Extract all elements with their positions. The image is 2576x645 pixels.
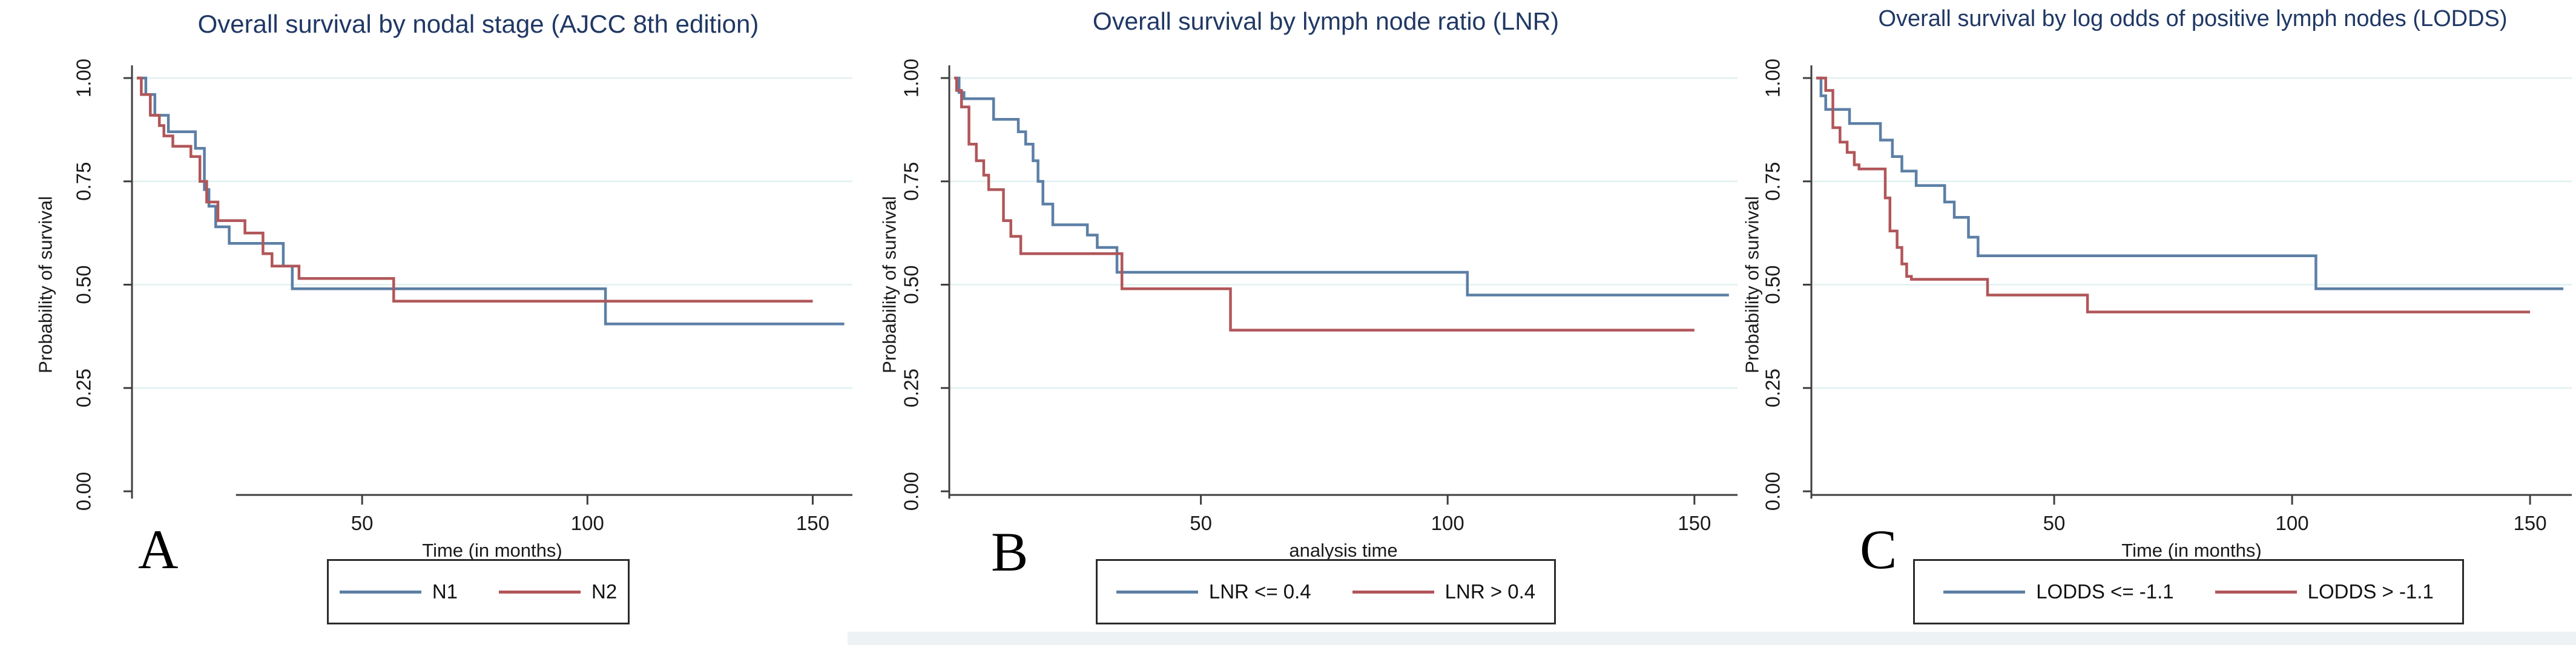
panel-b-letter: B [991,521,1029,583]
panel-c: Overall survival by log odds of positive… [1744,0,2576,645]
svg-text:0.50: 0.50 [900,265,923,304]
panel-c-title: Overall survival by log odds of positive… [1878,6,2508,31]
svg-text:1.00: 1.00 [1762,59,1784,97]
legend-line-red [2215,590,2297,594]
legend-line-red [1352,590,1434,594]
svg-text:150: 150 [2514,512,2547,534]
panel-b: Overall survival by lymph node ratio (LN… [881,0,1744,645]
legend-label: LODDS <= -1.1 [2036,580,2174,603]
svg-text:0.75: 0.75 [900,162,923,201]
svg-text:1.00: 1.00 [73,59,95,97]
legend-item: N1 [339,580,458,603]
panel-c-letter: C [1860,519,1897,580]
panel-a-letter: A [138,519,179,580]
svg-text:0.25: 0.25 [900,368,923,407]
panel-a-title: Overall survival by nodal stage (AJCC 8t… [197,10,759,38]
svg-text:100: 100 [1431,512,1464,534]
panel-a-legend: N1 N2 [327,559,630,624]
svg-text:50: 50 [2043,512,2066,534]
svg-text:150: 150 [796,512,829,534]
svg-text:0.00: 0.00 [73,472,95,511]
svg-text:1.00: 1.00 [900,59,923,97]
svg-text:Probability of survival: Probability of survival [35,196,56,373]
panel-c-legend: LODDS <= -1.1 LODDS > -1.1 [1913,559,2464,624]
svg-text:100: 100 [2276,512,2309,534]
panel-a-plot: 1.00 0.75 0.50 0.25 0.00 Probability of survi… [35,59,852,561]
legend-label: N2 [591,580,618,603]
legend-label: LNR > 0.4 [1444,580,1536,603]
panel-b-legend: LNR <= 0.4 LNR > 0.4 [1096,559,1556,624]
svg-text:0.50: 0.50 [1762,265,1784,304]
svg-text:0.00: 0.00 [1762,472,1784,511]
legend-line-red [499,590,581,594]
legend-item: LODDS > -1.1 [2215,580,2434,603]
svg-text:0.25: 0.25 [73,368,95,407]
svg-text:0.25: 0.25 [1762,368,1784,407]
legend-line-blue [339,590,421,594]
panel-a: Overall survival by nodal stage (AJCC 8t… [0,0,881,645]
legend-item: N2 [499,580,617,603]
legend-label: LNR <= 0.4 [1208,580,1311,603]
legend-item: LNR <= 0.4 [1116,580,1311,603]
legend-line-blue [1943,590,2026,594]
svg-text:Time (in months): Time (in months) [422,540,562,561]
svg-text:0.75: 0.75 [73,162,95,201]
svg-text:Time (in months): Time (in months) [2121,540,2261,561]
svg-text:0.00: 0.00 [900,472,923,511]
svg-text:150: 150 [1678,512,1711,534]
svg-text:0.75: 0.75 [1762,162,1784,201]
svg-text:Probability of survival: Probability of survival [1744,196,1763,373]
legend-line-blue [1116,590,1198,594]
svg-text:50: 50 [351,512,374,534]
panel-c-plot: 1.00 0.75 0.50 0.25 0.00 Probability of survi… [1744,59,2572,561]
svg-text:Probability of survival: Probability of survival [881,196,900,373]
bottom-strip [848,632,2576,645]
svg-text:50: 50 [1190,512,1212,534]
svg-text:0.50: 0.50 [73,265,95,304]
svg-text:100: 100 [571,512,604,534]
legend-item: LODDS <= -1.1 [1943,580,2174,603]
panel-b-title: Overall survival by lymph node ratio (LN… [1092,7,1560,35]
svg-text:analysis time: analysis time [1289,540,1397,561]
panel-b-plot: 1.00 0.75 0.50 0.25 0.00 Probability of survi… [881,59,1738,561]
legend-item: LNR > 0.4 [1352,580,1536,603]
legend-label: N1 [432,580,458,603]
legend-label: LODDS > -1.1 [2307,580,2434,603]
